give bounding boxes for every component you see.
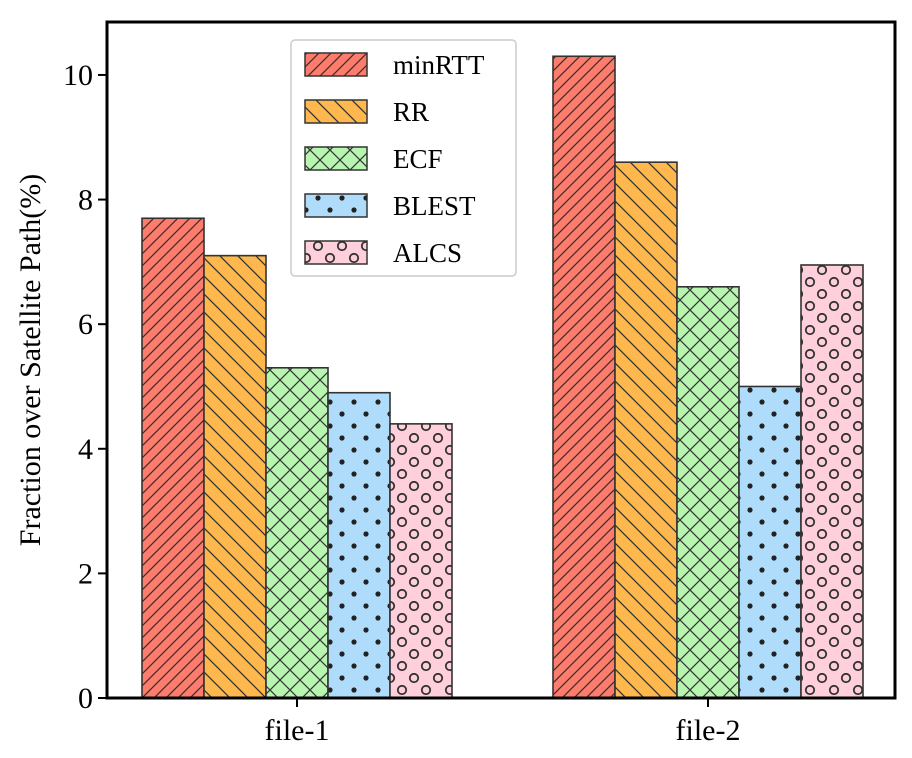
legend-item-minrtt: minRTT: [304, 50, 485, 80]
bar-rr-file-2: [614, 161, 678, 699]
bar-blest-file-2: [738, 385, 802, 699]
y-tick-label: 10: [63, 59, 93, 92]
bar-ecf-file-1: [265, 366, 329, 699]
bar-alcs-file-1: [389, 423, 453, 699]
bar-ecf-file-2: [676, 285, 740, 699]
bar-hatch: [552, 55, 616, 699]
y-tick-label: 0: [78, 682, 93, 715]
legend-label: ALCS: [393, 238, 462, 268]
bar-rr-file-1: [203, 254, 267, 699]
bar-hatch: [265, 366, 329, 699]
legend-swatch: [304, 193, 368, 218]
legend-label: ECF: [393, 144, 443, 174]
legend-swatch: [304, 52, 368, 77]
bar-hatch: [203, 254, 267, 699]
bar-hatch: [800, 264, 864, 699]
bar-hatch: [676, 285, 740, 699]
y-tick-label: 4: [78, 433, 93, 466]
x-tick-label: file-1: [265, 714, 330, 747]
bar-hatch: [327, 391, 391, 699]
legend-label: BLEST: [393, 191, 476, 221]
bar-hatch: [389, 423, 453, 699]
legend-item-ecf: ECF: [304, 144, 443, 174]
y-tick-label: 2: [78, 557, 93, 590]
y-tick-label: 8: [78, 184, 93, 217]
bar-minrtt-file-2: [552, 55, 616, 699]
legend-item-rr: RR: [304, 97, 429, 127]
bar-alcs-file-2: [800, 264, 864, 699]
bar-hatch: [614, 161, 678, 699]
legend-item-alcs: ALCS: [304, 238, 462, 268]
legend-label: RR: [393, 97, 429, 127]
bars-layer: [141, 55, 864, 699]
plot-frame: [105, 20, 897, 700]
bar-minrtt-file-1: [141, 217, 205, 699]
y-axis: 0 2 4 6 8 10: [63, 59, 107, 715]
legend-item-blest: BLEST: [304, 191, 476, 221]
y-tick-label: 6: [78, 308, 93, 341]
bar-blest-file-1: [327, 391, 391, 699]
legend-swatch: [304, 146, 368, 171]
legend-label: minRTT: [393, 50, 485, 80]
y-axis-label: Fraction over Satellite Path(%): [14, 174, 47, 546]
bar-hatch: [141, 217, 205, 699]
legend: minRTT RR ECF BLEST ALCS: [290, 39, 517, 277]
bar-hatch: [738, 385, 802, 699]
x-tick-label: file-2: [676, 714, 741, 747]
legend-swatch: [304, 240, 368, 265]
legend-swatch: [304, 99, 368, 124]
x-axis: file-1 file-2: [265, 698, 741, 747]
